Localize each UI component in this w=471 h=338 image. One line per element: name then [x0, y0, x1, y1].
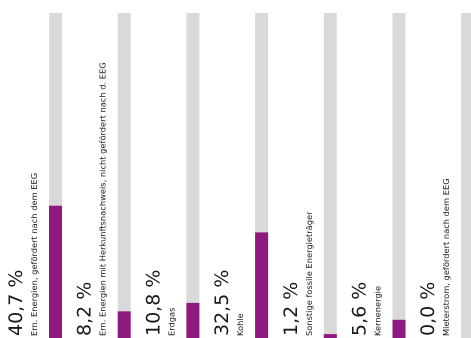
- category-label: Ern. Energien, gefördert nach dem EEG: [29, 173, 39, 336]
- data-label: 10,8 %: [142, 270, 164, 336]
- data-label: 32,5 %: [211, 270, 233, 336]
- category-label: Kernenergie: [373, 286, 383, 336]
- category-label: Ern. Energien mit Herkunftsnachweis, nic…: [98, 62, 108, 336]
- bar: [186, 302, 200, 338]
- data-label: 8,2 %: [74, 282, 96, 336]
- data-label: 0,0 %: [417, 282, 439, 336]
- bar-group: 0,0 % Mieterstrom, gefördert nach dem EEG: [417, 13, 471, 338]
- bar-group: 10,8 % Erdgas: [142, 13, 200, 338]
- category-label: Erdgas: [166, 308, 176, 336]
- bar-group: 40,7 % Ern. Energien, gefördert nach dem …: [5, 13, 62, 338]
- bar-track: [323, 13, 337, 338]
- bar-group: 5,6 % Kernenergie: [349, 13, 406, 338]
- data-label: 40,7 %: [5, 270, 27, 336]
- category-label: Sonstige fossile Energieträger: [304, 211, 314, 336]
- data-label: 1,2 %: [280, 282, 302, 336]
- category-label: Kohle: [235, 313, 245, 336]
- bar: [392, 319, 406, 338]
- category-label: Mieterstrom, gefördert nach dem EEG: [441, 178, 451, 336]
- bar-track: [461, 13, 471, 338]
- bar: [117, 311, 131, 338]
- bar-track: [392, 13, 406, 338]
- bar: [323, 334, 337, 338]
- bar: [49, 205, 62, 338]
- bar-track: [186, 13, 200, 338]
- bar-track: [117, 13, 131, 338]
- data-label: 5,6 %: [349, 282, 371, 336]
- bar: [255, 232, 269, 338]
- bar-group: 8,2 % Ern. Energien mit Herkunftsnachweis…: [74, 13, 131, 338]
- bar-group: 32,5 % Kohle: [211, 13, 269, 338]
- bar-group: 1,2 % Sonstige fossile Energieträger: [280, 13, 337, 338]
